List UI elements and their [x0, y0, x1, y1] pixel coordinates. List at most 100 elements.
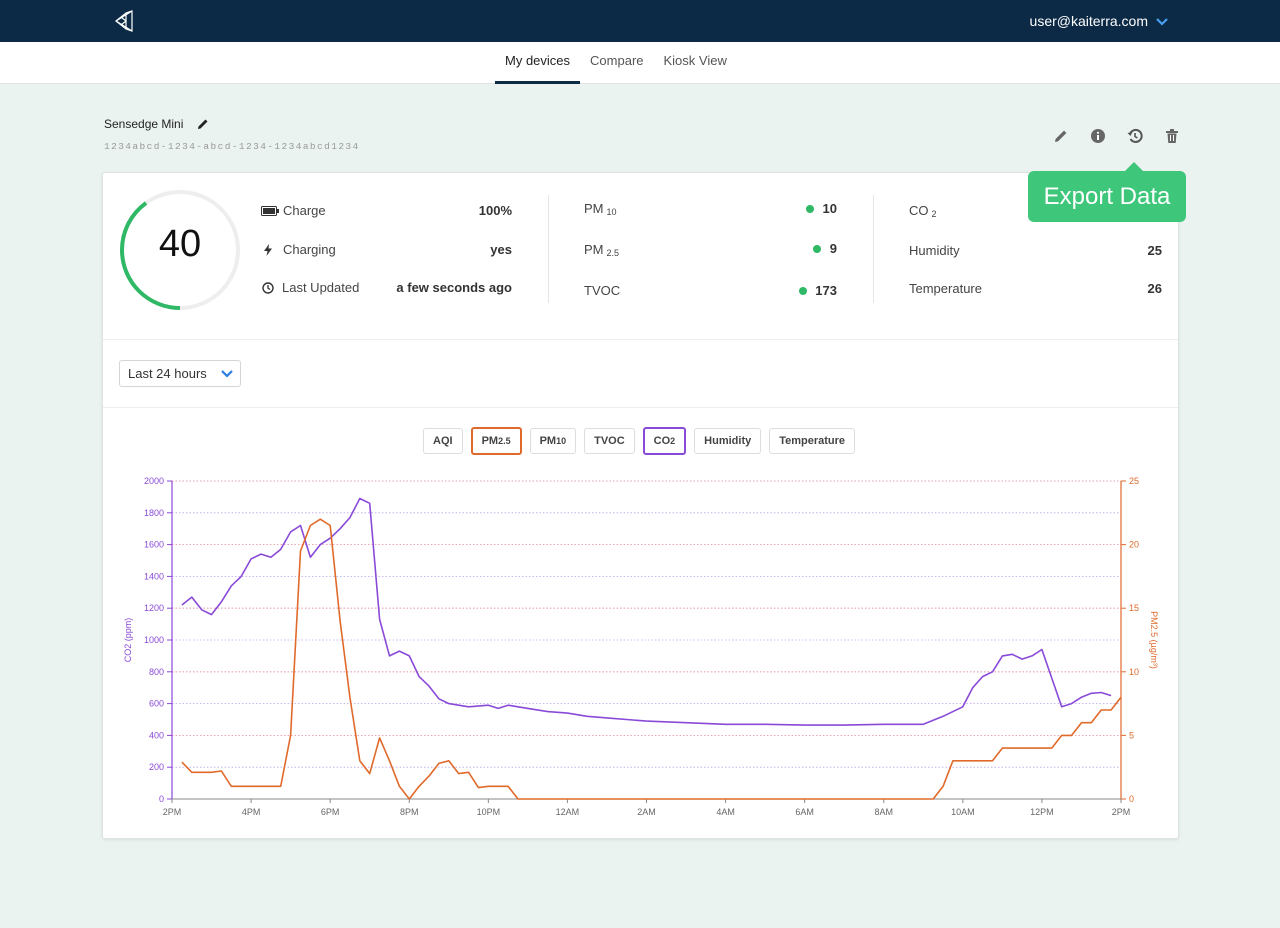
co2-label: CO — [909, 203, 929, 218]
chip-aqi[interactable]: AQI — [423, 428, 463, 454]
y-right-tick-label: 15 — [1129, 603, 1139, 613]
pm10-status-dot — [806, 205, 814, 213]
device-id: 1234abcd-1234-abcd-1234-1234abcd1234 — [104, 141, 360, 152]
chip-pm10[interactable]: PM 10 — [529, 428, 577, 454]
series-line-co2 — [181, 497, 1112, 726]
x-tick-label: 12PM — [1030, 807, 1054, 817]
charging-row: Charging — [263, 242, 336, 257]
charge-value: 100% — [478, 203, 512, 218]
user-menu[interactable]: user@kaiterra.com — [1030, 13, 1168, 29]
updated-value: a few seconds ago — [396, 280, 512, 295]
series-line-pm25 — [181, 518, 1122, 800]
divider — [873, 195, 874, 303]
pm25-status-dot — [813, 245, 821, 253]
user-email: user@kaiterra.com — [1029, 13, 1148, 29]
x-tick-label: 8PM — [400, 807, 419, 817]
chip-pm10-sub: 10 — [556, 436, 567, 446]
pm25-value: 9 — [829, 241, 837, 256]
chip-pm25-sub: 2.5 — [498, 436, 511, 446]
y-right-tick-label: 0 — [1129, 794, 1134, 804]
temperature-row: Temperature — [909, 281, 982, 296]
tooltip-text: Export Data — [1043, 183, 1171, 210]
updated-label: Last Updated — [282, 280, 360, 295]
time-range-label: Last 24 hours — [128, 366, 207, 381]
y-left-tick-label: 1200 — [144, 603, 164, 613]
chip-co2-label: CO — [653, 435, 671, 447]
y-left-tick-label: 0 — [159, 794, 164, 804]
history-icon[interactable] — [1127, 128, 1143, 144]
x-tick-label: 8AM — [874, 807, 893, 817]
chip-pm25-label: PM — [481, 435, 499, 447]
tvoc-row: TVOC — [584, 283, 620, 298]
tab-kiosk-view[interactable]: Kiosk View — [663, 53, 727, 68]
chevron-down-icon — [221, 369, 233, 378]
divider — [103, 339, 1178, 340]
kaiterra-logo-icon[interactable] — [114, 10, 134, 32]
charging-label: Charging — [283, 242, 336, 257]
y-left-tick-label: 800 — [149, 667, 164, 677]
y-left-axis-label: CO2 (ppm) — [123, 618, 133, 663]
tvoc-label: TVOC — [584, 283, 621, 298]
metric-toggles: AQI PM 2.5 PM 10 TVOC CO 2 Humidity Tempera… — [423, 427, 856, 455]
device-name: Sensedge Mini — [104, 117, 184, 131]
pm10-row: PM 10 — [584, 201, 617, 217]
battery-icon — [261, 205, 279, 216]
y-left-tick-label: 400 — [149, 730, 164, 740]
chevron-down-icon — [1156, 18, 1168, 26]
chip-temperature-label: Temperature — [779, 435, 846, 447]
chip-pm10-label: PM — [539, 435, 557, 447]
trash-icon[interactable] — [1164, 128, 1180, 144]
x-tick-label: 2AM — [637, 807, 656, 817]
nav-bar: My devices Compare Kiosk View — [0, 42, 1280, 84]
x-tick-label: 2PM — [163, 807, 182, 817]
tab-my-devices[interactable]: My devices — [495, 42, 581, 84]
divider — [548, 195, 549, 303]
co2-row: CO 2 — [909, 203, 937, 219]
y-left-tick-label: 1800 — [144, 508, 164, 518]
x-tick-label: 4PM — [242, 807, 261, 817]
chip-tvoc-label: TVOC — [594, 435, 625, 447]
charge-row: Charge — [261, 203, 326, 218]
y-left-tick-label: 200 — [149, 762, 164, 772]
x-tick-label: 4AM — [716, 807, 735, 817]
chip-humidity[interactable]: Humidity — [694, 428, 762, 454]
y-right-tick-label: 20 — [1129, 540, 1139, 550]
edit-icon[interactable] — [1053, 128, 1069, 144]
chip-aqi-label: AQI — [433, 435, 453, 447]
pm25-row: PM 2.5 — [584, 242, 620, 258]
y-left-tick-label: 600 — [149, 699, 164, 709]
charge-label: Charge — [283, 203, 326, 218]
y-right-tick-label: 5 — [1129, 730, 1134, 740]
x-tick-label: 2PM — [1112, 807, 1131, 817]
humidity-row: Humidity — [909, 243, 960, 258]
pm25-label: PM — [584, 242, 604, 257]
chip-temperature[interactable]: Temperature — [769, 428, 856, 454]
chip-co2[interactable]: CO 2 — [642, 427, 687, 455]
x-tick-label: 12AM — [556, 807, 580, 817]
pm10-value: 10 — [822, 201, 837, 216]
time-range-select[interactable]: Last 24 hours — [119, 360, 241, 387]
pm10-sub: 10 — [606, 206, 617, 217]
aqi-gauge — [120, 190, 240, 310]
pm25-sub: 2.5 — [606, 247, 620, 258]
co2-sub: 2 — [931, 208, 937, 219]
temperature-value: 26 — [1147, 281, 1162, 296]
device-header: Sensedge Mini — [104, 117, 209, 131]
y-right-axis-label: PM2.5 (µg/m³) — [1149, 611, 1159, 669]
bolt-icon — [264, 243, 272, 256]
export-data-tooltip: Export Data — [1028, 162, 1186, 222]
pencil-icon[interactable] — [197, 118, 209, 130]
history-chart: 0 200 400 600 800 1000 1200 1400 1600 1800 2000 0 5 1… — [123, 476, 1159, 817]
y-left-tick-label: 1600 — [144, 540, 164, 550]
y-right-tick-label: 10 — [1129, 667, 1139, 677]
clock-icon — [262, 281, 274, 294]
chip-tvoc[interactable]: TVOC — [584, 428, 635, 454]
divider — [103, 407, 1178, 408]
info-icon[interactable] — [1090, 128, 1106, 144]
humidity-label: Humidity — [909, 243, 960, 258]
chip-pm25[interactable]: PM 2.5 — [470, 427, 522, 455]
charging-value: yes — [490, 242, 512, 257]
tab-compare[interactable]: Compare — [590, 53, 644, 68]
aqi-value: 40 — [158, 223, 202, 265]
y-left-tick-label: 1000 — [144, 635, 164, 645]
